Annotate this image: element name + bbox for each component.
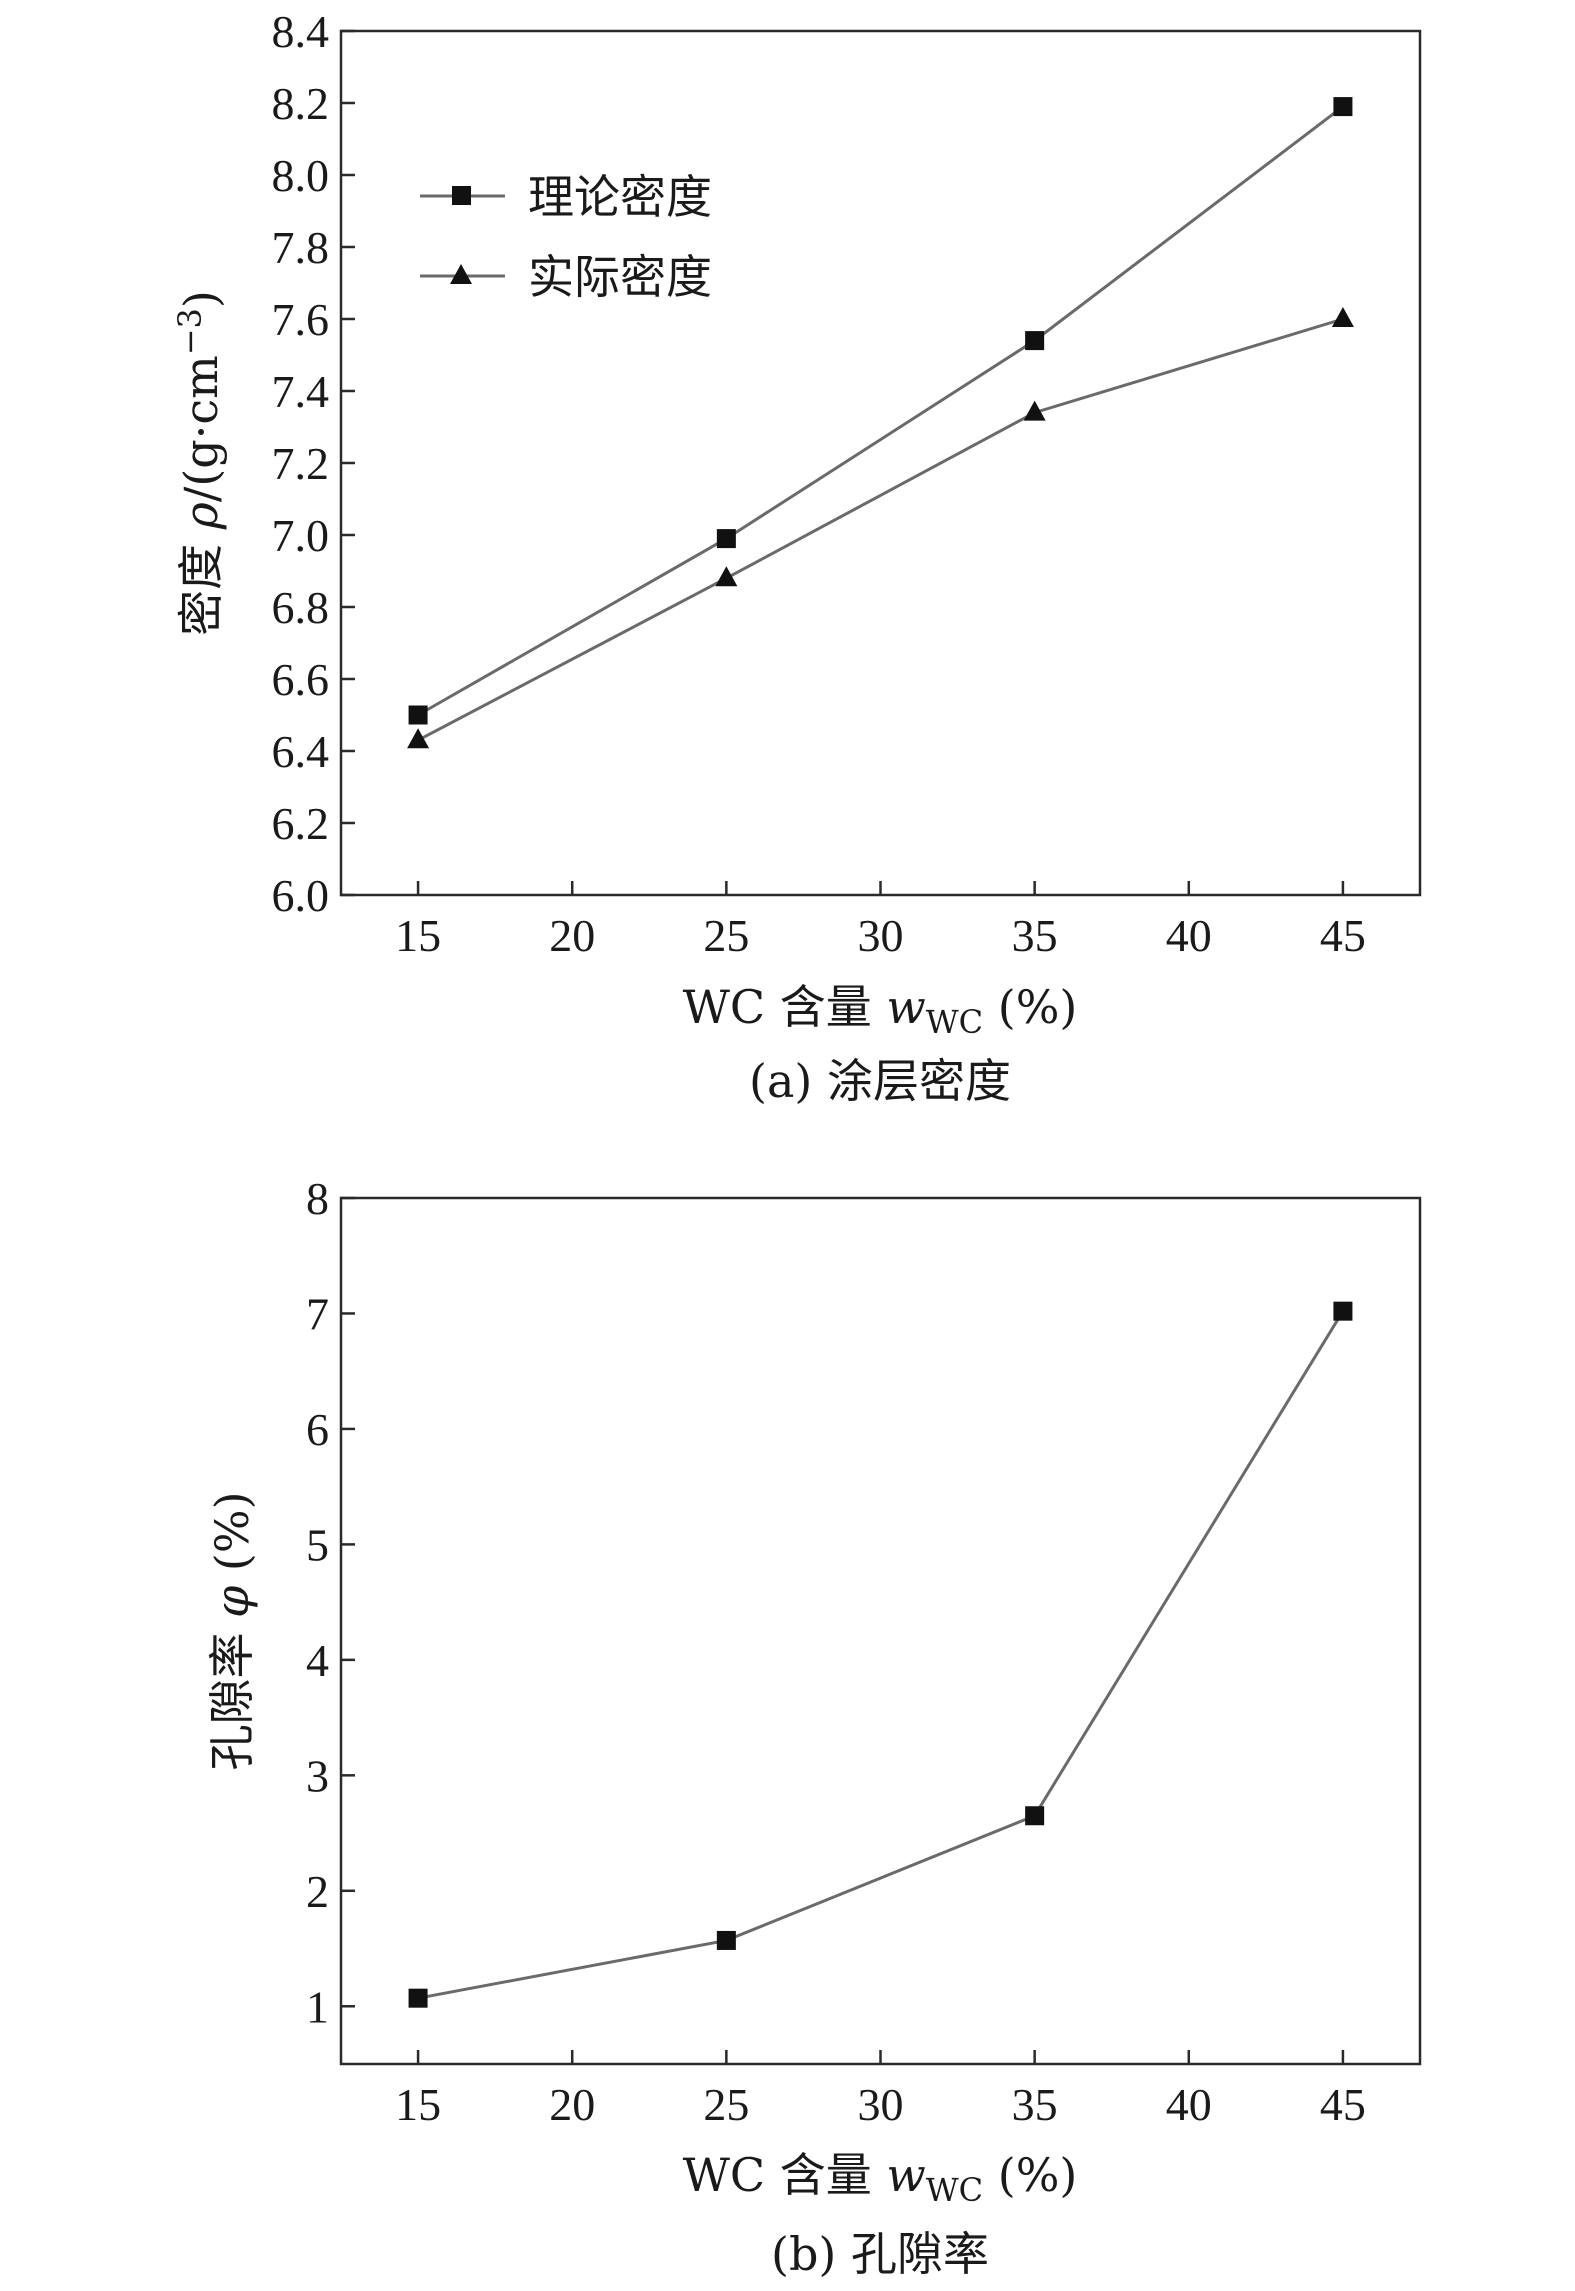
panel-a-y-axis-label: 密度 ρ/(g·cm−3) — [171, 290, 228, 636]
x-tick-label: 15 — [395, 2079, 441, 2130]
data-point-triangle — [1023, 400, 1046, 421]
data-point-square — [1025, 1806, 1045, 1826]
x-tick-label: 25 — [703, 910, 749, 961]
data-point-triangle — [407, 728, 430, 749]
legend-label-theoretical-density: 理论密度 — [528, 170, 712, 224]
panel-a-series-lines — [417, 105, 1344, 742]
panel-a-series-markers — [407, 97, 1354, 749]
panel-b-x-ticks: 15 20 25 30 35 40 45 — [395, 2050, 1366, 2130]
legend-entry-actual-density: 实际密度 — [420, 250, 712, 304]
y-tick-label: 7.8 — [272, 222, 330, 273]
x-tick-label: 15 — [395, 910, 441, 961]
x-tick-label: 25 — [703, 2079, 749, 2130]
y-tick-label: 5 — [306, 1519, 329, 1570]
y-tick-label: 1 — [306, 1981, 329, 2032]
y-tick-label: 6.2 — [272, 798, 330, 849]
y-tick-label: 8.0 — [272, 150, 330, 201]
panel-a-legend: 理论密度 实际密度 — [420, 170, 712, 304]
y-tick-label: 6.0 — [272, 870, 330, 921]
data-point-square — [716, 1930, 736, 1950]
data-point-triangle — [1331, 307, 1354, 327]
x-tick-label: 40 — [1166, 910, 1212, 961]
data-point-triangle — [715, 566, 738, 587]
x-tick-label: 30 — [858, 910, 904, 961]
legend-square-marker — [452, 186, 471, 205]
y-tick-label: 7.2 — [272, 438, 330, 489]
series-line-0 — [417, 1310, 1345, 2000]
x-tick-label: 45 — [1320, 2079, 1366, 2130]
y-tick-label: 2 — [306, 1866, 329, 1917]
legend-label-actual-density: 实际密度 — [528, 250, 712, 304]
panel-b-series-markers — [408, 1301, 1353, 2008]
data-point-square — [1025, 331, 1045, 351]
legend-entry-theoretical-density: 理论密度 — [420, 170, 712, 224]
y-tick-label: 3 — [306, 1750, 329, 1801]
x-tick-label: 30 — [858, 2079, 904, 2130]
y-tick-label: 7.6 — [272, 294, 330, 345]
y-tick-label: 7 — [306, 1288, 329, 1339]
y-tick-label: 6.8 — [272, 582, 330, 633]
x-tick-label: 35 — [1012, 2079, 1058, 2130]
panel-b-series-lines — [417, 1310, 1345, 2000]
y-tick-label: 7.4 — [272, 366, 330, 417]
data-point-square — [716, 529, 736, 549]
y-tick-label: 4 — [306, 1635, 329, 1686]
y-tick-label: 8 — [306, 1173, 329, 1224]
x-tick-label: 20 — [549, 910, 595, 961]
panel-a-x-axis-label: WC 含量 wWC (%) — [683, 980, 1078, 1041]
y-tick-label: 6 — [306, 1404, 329, 1455]
panel-a-y-ticks: 6.0 6.2 6.4 6.6 6.8 7.0 7.2 7.4 7.6 7.8 8.0 8.2 8.4 — [272, 6, 355, 921]
legend-triangle-marker — [450, 264, 472, 284]
panel-b-caption: (b) 孔隙率 — [771, 2227, 989, 2281]
panel-b-x-axis-label: WC 含量 wWC (%) — [683, 2148, 1078, 2209]
x-tick-label: 35 — [1012, 910, 1058, 961]
panel-b-plot-frame — [339, 1196, 1422, 2066]
y-tick-label: 6.4 — [272, 726, 330, 777]
y-tick-label: 7.0 — [272, 510, 330, 561]
data-point-square — [408, 705, 428, 725]
y-tick-label: 8.4 — [272, 6, 330, 57]
y-tick-label: 8.2 — [272, 78, 330, 129]
panel-b-y-ticks: 1 2 3 4 5 6 7 8 — [306, 1173, 355, 2032]
x-tick-label: 45 — [1320, 910, 1366, 961]
panel-a-plot-frame — [339, 29, 1422, 897]
series-line-0 — [417, 105, 1344, 717]
x-tick-label: 20 — [549, 2079, 595, 2130]
series-line-1 — [417, 317, 1344, 742]
y-tick-label: 6.6 — [272, 654, 330, 705]
panel-a-density-chart: 6.06.26.46.66.87.07.27.47.67.88.08.28.4 … — [171, 6, 1422, 1108]
panel-a-x-ticks: 15 20 25 30 35 40 45 — [395, 881, 1366, 961]
data-point-square — [1333, 1301, 1353, 1321]
data-point-square — [408, 1988, 428, 2008]
panel-b-y-axis-label: 孔隙率 φ (%) — [205, 1491, 259, 1770]
x-tick-label: 40 — [1166, 2079, 1212, 2130]
panel-a-caption: (a) 涂层密度 — [749, 1054, 1011, 1108]
data-point-square — [1333, 97, 1353, 117]
